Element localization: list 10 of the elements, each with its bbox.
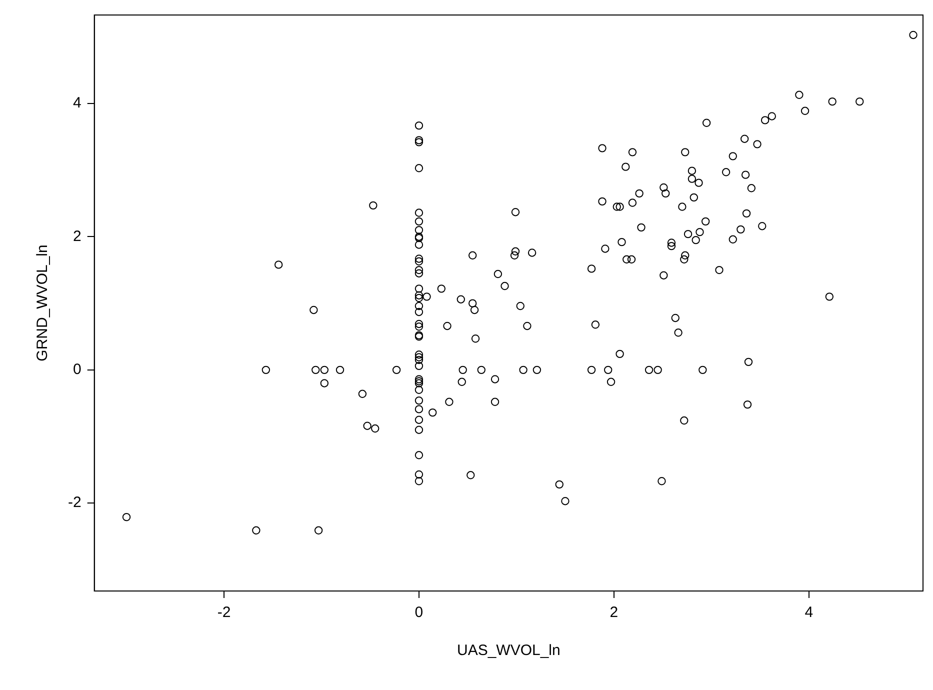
- y-tick-label: -2: [68, 494, 82, 512]
- y-tick-label: 0: [72, 361, 82, 378]
- x-tick-label: 0: [414, 604, 424, 622]
- x-tick-label: 2: [610, 604, 618, 622]
- y-tick-label: 4: [72, 94, 82, 112]
- y-axis-title: GRND_WVOL_ln: [34, 244, 52, 362]
- x-tick-label: 4: [804, 604, 814, 622]
- y-tick-label: 2: [72, 228, 82, 245]
- x-axis-title: UAS_WVOL_ln: [456, 642, 560, 660]
- x-tick-label: -2: [217, 604, 231, 622]
